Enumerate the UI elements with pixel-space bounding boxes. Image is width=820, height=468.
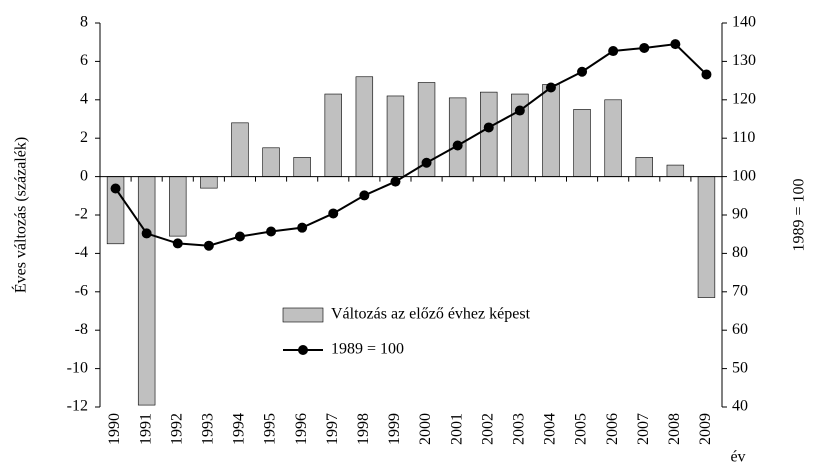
y2-tick-label: 70 (732, 282, 748, 299)
x-tick-label: 2000 (417, 413, 434, 445)
bar (666, 164, 685, 177)
x-tick-label: 1998 (355, 413, 372, 445)
y2-tick-label: 120 (732, 90, 756, 107)
legend-label: Változás az előző évhez képest (331, 306, 531, 323)
bar (169, 176, 187, 237)
x-tick-label: 1994 (231, 413, 248, 445)
x-tick-label: 2008 (666, 413, 683, 445)
bar (386, 95, 405, 177)
legend-swatch (298, 345, 308, 355)
bar (542, 84, 560, 177)
y-tick-label: 8 (80, 14, 88, 31)
x-tick-label: 2009 (697, 413, 714, 445)
y2-tick-label: 110 (732, 129, 755, 146)
y-axis-label: Éves változás (százalék) (11, 137, 30, 293)
x-tick-label: 1996 (293, 413, 310, 445)
bar (697, 176, 716, 298)
y2-tick-label: 140 (732, 14, 756, 31)
x-tick-label: 1993 (200, 413, 217, 445)
x-tick-label: 2003 (511, 413, 528, 445)
line-marker (141, 228, 152, 239)
line-marker (110, 183, 121, 194)
y-tick-label: -2 (75, 206, 88, 223)
x-tick-label: 1997 (324, 413, 341, 445)
line-marker (359, 190, 370, 201)
bar (573, 109, 591, 177)
line-marker (608, 46, 619, 57)
y-tick-label: 6 (80, 52, 88, 69)
y2-tick-label: 60 (732, 321, 748, 338)
line-marker (266, 226, 277, 237)
line-marker (203, 240, 214, 251)
y2-axis-label: 1989 = 100 (791, 178, 808, 251)
y-tick-label: 4 (80, 90, 88, 107)
y-tick-label: 0 (80, 167, 88, 184)
line-marker (701, 69, 712, 80)
line-marker (234, 231, 245, 242)
bar (137, 176, 156, 406)
line-marker (172, 238, 183, 249)
y2-tick-label: 90 (732, 206, 748, 223)
line-marker (483, 122, 494, 133)
y-tick-label: -10 (67, 359, 88, 376)
x-tick-label: 1991 (137, 413, 154, 445)
x-axis-label: év (730, 449, 745, 466)
bar (635, 157, 653, 177)
x-tick-label: 1999 (386, 413, 403, 445)
x-tick-label: 1995 (262, 413, 279, 445)
bar (355, 76, 374, 177)
bar (448, 97, 467, 177)
y-tick-label: -12 (67, 398, 88, 415)
legend-label: 1989 = 100 (331, 341, 404, 358)
bar (200, 176, 218, 189)
y-tick-label: -8 (75, 321, 88, 338)
x-tick-label: 2005 (573, 413, 590, 445)
line-marker (421, 157, 432, 168)
bar (231, 122, 249, 177)
line-marker (452, 140, 463, 151)
line-marker (390, 176, 401, 187)
line (114, 43, 708, 247)
y-tick-label: -4 (75, 244, 88, 261)
x-tick-label: 2004 (542, 413, 559, 445)
y-tick-label: -6 (75, 282, 88, 299)
y2-tick-label: 50 (732, 359, 748, 376)
y2-tick-label: 80 (732, 244, 748, 261)
x-tick-label: 2007 (635, 413, 652, 445)
line-marker (577, 66, 588, 77)
y-tick-label: 2 (80, 129, 88, 146)
line-marker (328, 208, 339, 219)
line-marker (514, 105, 525, 116)
y2-tick-label: 100 (732, 167, 756, 184)
bar (262, 147, 280, 177)
bar (480, 91, 498, 177)
x-tick-label: 2001 (448, 413, 465, 445)
x-tick-label: 2002 (479, 413, 496, 445)
line-marker (297, 222, 308, 233)
x-tick-label: 1992 (168, 413, 185, 445)
bar (324, 93, 342, 177)
line-marker (639, 42, 650, 53)
x-tick-label: 2006 (604, 413, 621, 445)
bar (604, 99, 622, 177)
line-marker (670, 39, 681, 50)
bar (293, 157, 311, 177)
y2-tick-label: 130 (732, 52, 756, 69)
x-tick-label: 1990 (106, 413, 123, 445)
legend-swatch (282, 307, 324, 323)
y2-tick-label: 40 (732, 398, 748, 415)
line-marker (545, 82, 556, 93)
